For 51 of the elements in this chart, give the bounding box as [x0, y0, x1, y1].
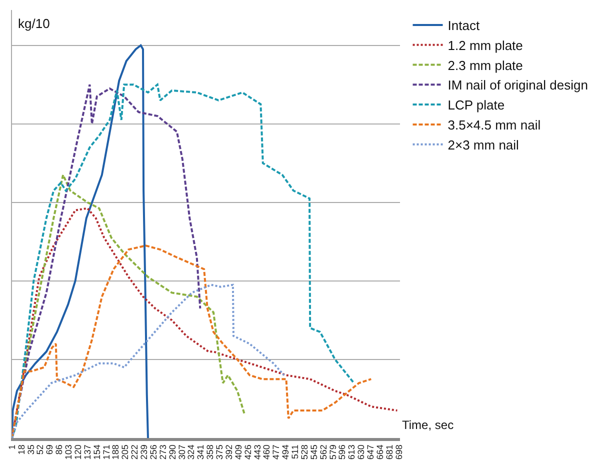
x-tick-label: 596: [337, 444, 348, 460]
x-tick-label: 154: [92, 444, 102, 460]
x-tick-label: 35: [26, 444, 36, 455]
x-tick-label: 273: [158, 444, 168, 460]
x-tick-label: 324: [186, 444, 196, 460]
x-tick-label: 562: [318, 444, 328, 460]
x-tick-label: 86: [54, 444, 64, 455]
legend-label: LCP plate: [448, 98, 505, 113]
x-tick-label: 426: [242, 444, 253, 460]
x-tick-label: 579: [328, 444, 338, 460]
legend-label: IM nail of original design: [448, 78, 588, 93]
x-tick-label: 222: [130, 444, 140, 460]
x-tick-label: 511: [290, 444, 300, 459]
legend-label: Intact: [448, 18, 480, 34]
x-tick-label: 120: [72, 444, 83, 460]
x-tick-label: 137: [82, 444, 92, 460]
x-tick-label: 205: [120, 444, 130, 460]
x-tick-label: 188: [110, 444, 121, 460]
x-tick-label: 290: [167, 444, 178, 460]
x-tick-label: 681: [384, 444, 394, 460]
x-tick-label: 256: [148, 444, 158, 460]
legend-label: 1.2 mm plate: [448, 38, 523, 53]
x-tick-label: 171: [101, 444, 112, 460]
x-tick-label: 341: [196, 444, 206, 460]
x-tick-label: 239: [139, 444, 150, 460]
x-tick-label: 69: [44, 444, 55, 455]
x-tick-label: 392: [224, 444, 234, 460]
x-tick-label: 1: [6, 444, 17, 450]
x-tick-label: 460: [262, 444, 272, 460]
x-tick-label: 103: [64, 444, 74, 460]
x-tick-label: 409: [233, 444, 244, 460]
x-tick-label: 630: [356, 444, 366, 460]
legend-label: 2.3 mm plate: [448, 58, 523, 73]
x-tick-label: 613: [346, 444, 357, 460]
x-tick-label: 647: [366, 444, 376, 460]
x-tick-label: 18: [16, 444, 26, 455]
x-axis-title: Time, sec: [402, 418, 454, 432]
x-tick-label: 528: [299, 444, 310, 460]
x-tick-label: 477: [271, 444, 282, 460]
y-axis-title: kg/10: [18, 16, 50, 31]
x-tick-label: 52: [35, 444, 46, 455]
x-tick-label: 443: [252, 444, 262, 460]
x-tick-label: 307: [176, 444, 187, 460]
x-tick-label: 494: [280, 444, 291, 460]
x-tick-label: 698: [394, 444, 404, 460]
legend-label: 2×3 mm nail: [448, 137, 520, 152]
x-tick-label: 664: [374, 444, 385, 460]
x-tick-label: 545: [308, 444, 319, 460]
legend-label: 3.5×4.5 mm nail: [448, 118, 541, 133]
x-tick-label: 358: [205, 444, 216, 460]
x-tick-label: 375: [214, 444, 225, 460]
